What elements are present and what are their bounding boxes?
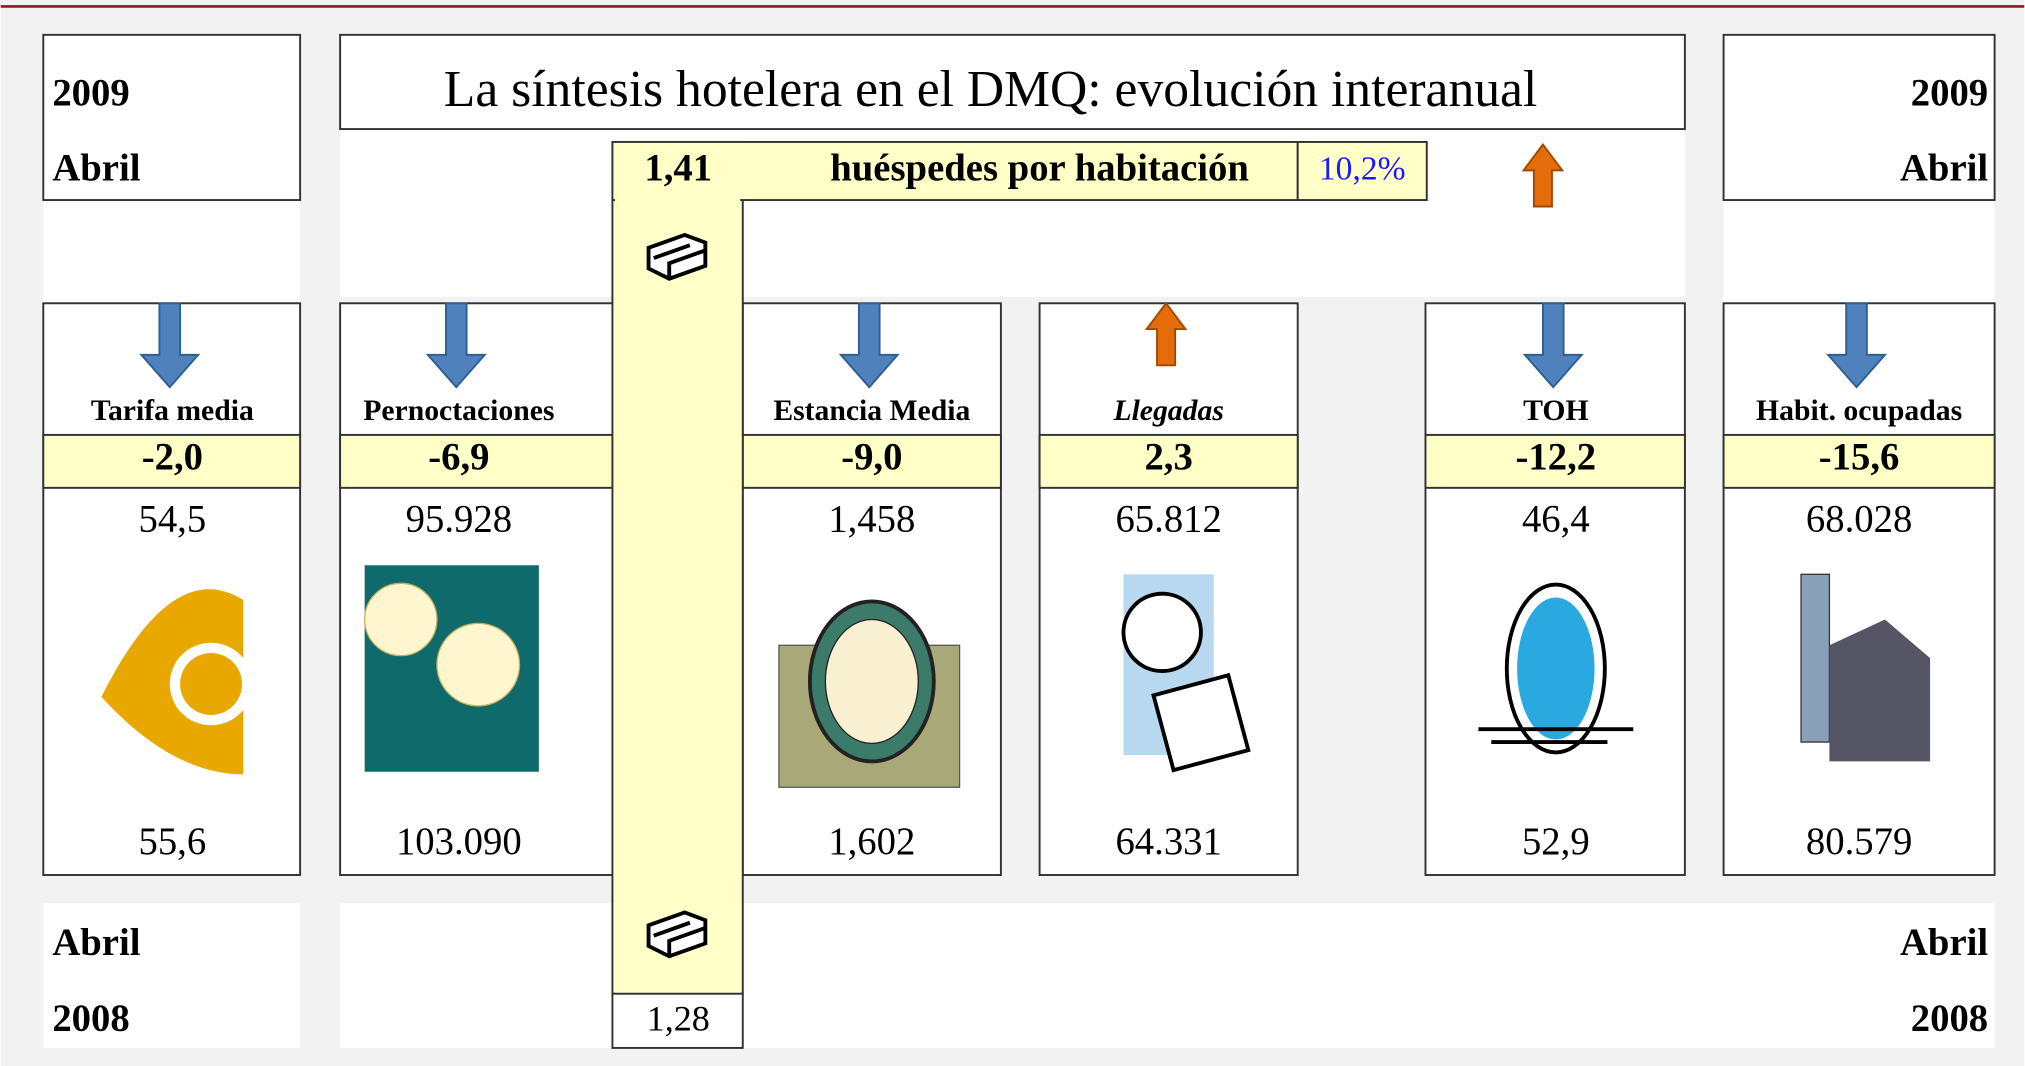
metric-name: TOH — [1523, 395, 1588, 427]
panel — [43, 200, 300, 303]
panel — [1724, 200, 1995, 303]
guests-change: 10,2% — [1319, 150, 1406, 187]
value-2009: 68.028 — [1806, 499, 1912, 541]
month: Abril — [52, 922, 140, 964]
metric-change: -6,9 — [428, 437, 489, 479]
value-2008: 55,6 — [138, 821, 206, 863]
guests-2008: 1,28 — [647, 998, 710, 1038]
page: {"title": "La síntesis hotelera en el DM… — [0, 0, 2025, 1066]
value-2008: 52,9 — [1522, 821, 1590, 863]
value-2008: 80.579 — [1806, 821, 1912, 863]
month: Abril — [1900, 148, 1988, 190]
value-2009: 1,458 — [828, 499, 915, 541]
year: 2008 — [1911, 998, 1988, 1040]
value-2008: 1,602 — [828, 821, 915, 863]
month: Abril — [1900, 922, 1988, 964]
icon-shape — [180, 653, 242, 715]
icon — [365, 565, 539, 771]
value-2008: 64.331 — [1115, 821, 1221, 863]
icon-shape — [1154, 675, 1249, 770]
metric-card: Tarifa media -2,0 54,5 55,6 — [43, 303, 300, 875]
metric-change: -15,6 — [1819, 437, 1900, 479]
icon-shape — [1517, 598, 1594, 740]
metric-change: 2,3 — [1144, 437, 1192, 479]
icon-shape — [1123, 594, 1200, 671]
card-box — [1724, 303, 1995, 875]
icon-shape — [437, 623, 520, 706]
icon-shape — [825, 619, 918, 743]
metric-name: Llegadas — [1112, 395, 1223, 427]
year: 2009 — [52, 73, 129, 115]
metric-card: Llegadas 2,3 65.812 64.331 — [1040, 303, 1298, 875]
guests-label: huéspedes por habitación — [830, 148, 1249, 190]
value-2009: 65.812 — [1115, 499, 1221, 541]
value-2009: 95.928 — [406, 499, 512, 541]
metric-name: Tarifa media — [91, 395, 254, 427]
metric-card: TOH -12,2 46,4 52,9 — [1425, 303, 1684, 875]
value-2009: 54,5 — [138, 499, 206, 541]
metric-change: -2,0 — [142, 437, 203, 479]
metric-name: Estancia Media — [773, 395, 970, 427]
metric-card: Estancia Media -9,0 1,458 1,602 — [743, 303, 1001, 875]
icon-shape — [1801, 574, 1829, 742]
card-box — [43, 303, 300, 875]
guests-2009: 1,41 — [644, 148, 712, 190]
value-2008: 103.090 — [396, 821, 522, 863]
panel — [340, 903, 1994, 1048]
metric-card: Habit. ocupadas -15,6 68.028 80.579 — [1724, 303, 1995, 875]
value-2009: 46,4 — [1522, 499, 1590, 541]
infographic: 2009 Abril La síntesis hotelera en el DM… — [0, 0, 2025, 1066]
year: 2008 — [52, 998, 129, 1040]
month: Abril — [52, 148, 140, 190]
title: La síntesis hotelera en el DMQ: evolució… — [444, 61, 1538, 118]
metric-change: -12,2 — [1516, 437, 1597, 479]
card-box — [743, 303, 1001, 875]
metric-name: Habit. ocupadas — [1756, 395, 1962, 427]
metric-name: Pernoctaciones — [363, 395, 554, 427]
year: 2009 — [1911, 73, 1988, 115]
metric-change: -9,0 — [841, 437, 902, 479]
icon-shape — [365, 583, 437, 655]
